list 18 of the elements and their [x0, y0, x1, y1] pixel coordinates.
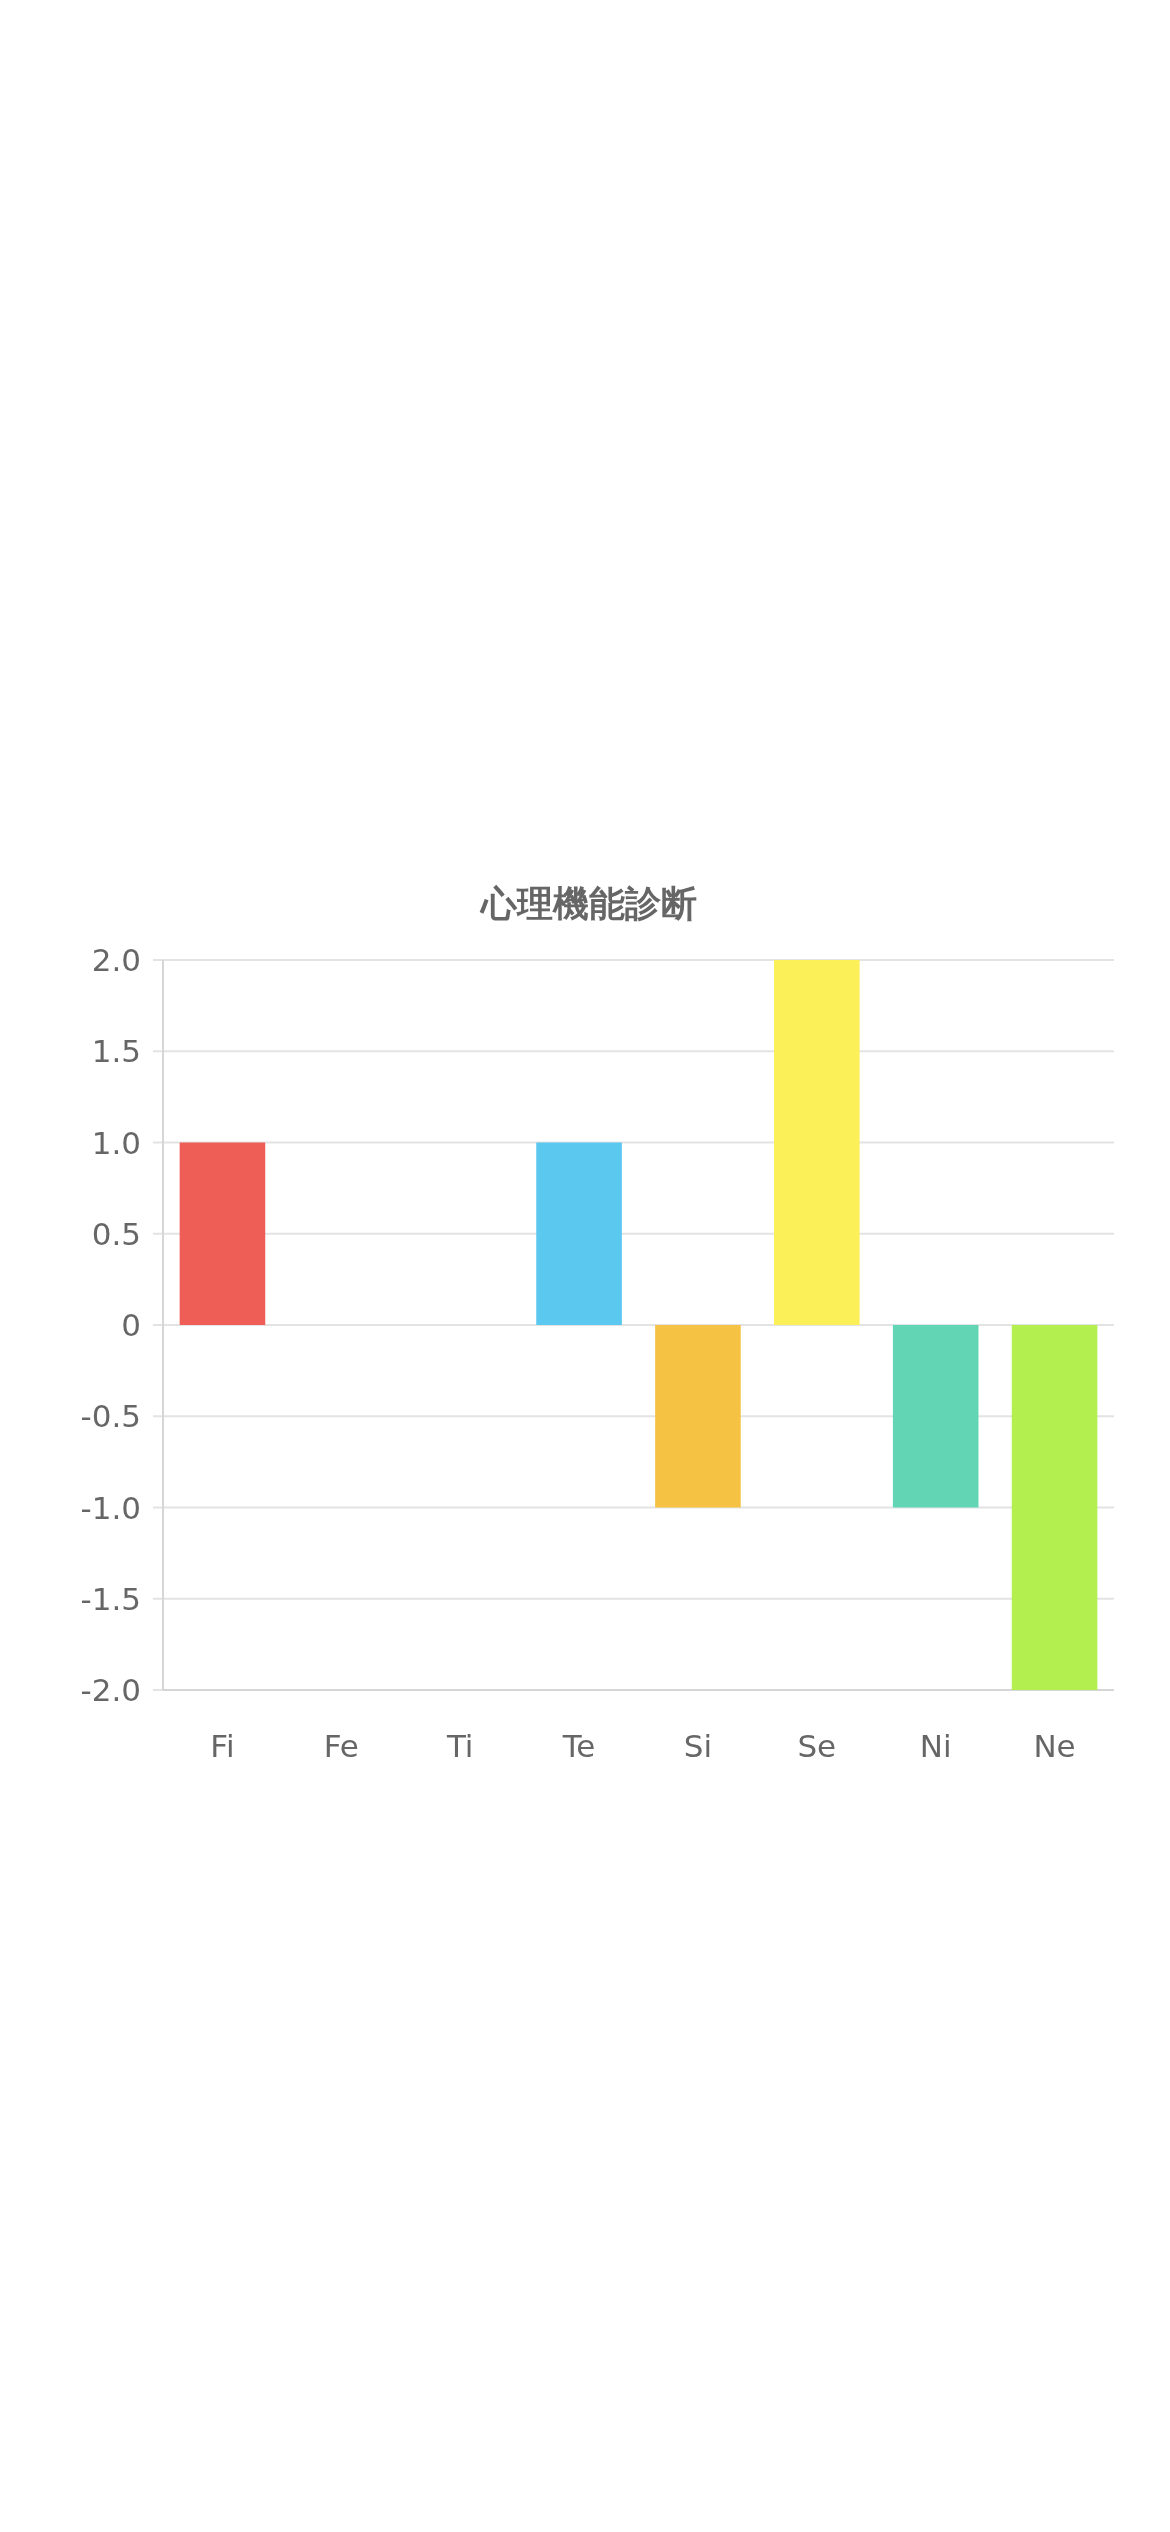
y-tick-label: 0.5 [91, 1215, 141, 1252]
y-tick-label: 2.0 [91, 942, 141, 978]
y-tick-label: 1.0 [91, 1124, 141, 1161]
x-tick-label: Se [797, 1728, 837, 1764]
x-tick-label: Ni [919, 1728, 952, 1764]
x-tick-label: Fi [210, 1728, 235, 1764]
x-tick-label: Si [683, 1728, 713, 1764]
chart-title: 心理機能診断 [478, 883, 697, 924]
y-tick-label: -1.5 [80, 1580, 141, 1617]
y-tick-label: -2.0 [80, 1672, 141, 1708]
y-tick-label: 0 [121, 1307, 141, 1343]
y-tick-label: -1.0 [80, 1489, 141, 1526]
x-tick-label: Ne [1033, 1728, 1076, 1764]
y-tick-label: 1.5 [91, 1033, 141, 1070]
x-tick-label: Fe [323, 1728, 359, 1764]
x-tick-label: Ti [445, 1728, 474, 1764]
y-tick-label: -0.5 [80, 1398, 141, 1435]
x-tick-label: Te [561, 1728, 596, 1764]
